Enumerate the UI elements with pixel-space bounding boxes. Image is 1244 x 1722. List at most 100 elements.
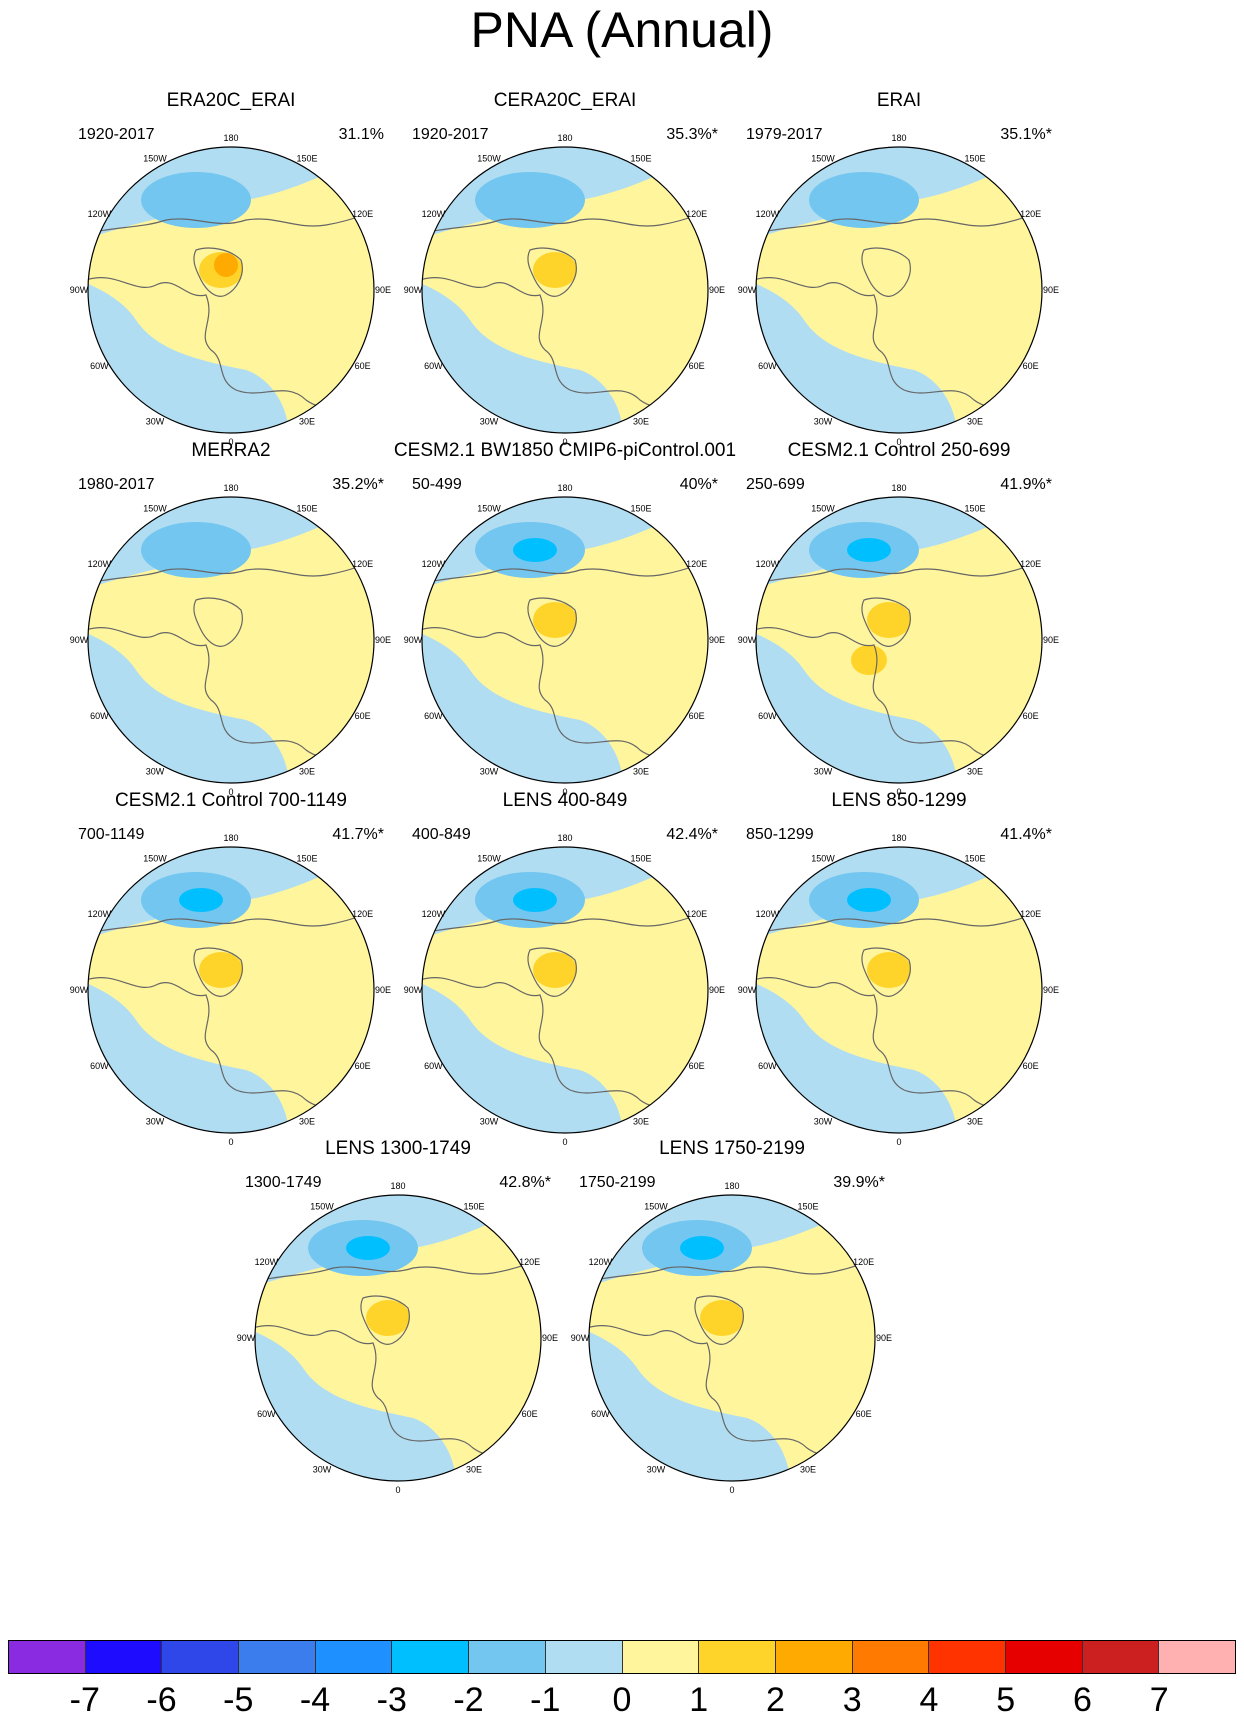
- longitude-label: 180: [557, 483, 572, 493]
- panel-years: 250-699: [746, 476, 805, 493]
- longitude-label: 90W: [70, 985, 89, 995]
- positive-anomaly-center: [199, 952, 243, 988]
- panel-explained-variance: 31.1%: [338, 126, 384, 143]
- longitude-label: 150W: [477, 153, 501, 163]
- coastline: [193, 947, 243, 997]
- longitude-label: 90E: [1043, 285, 1059, 295]
- colorbar-swatch: [775, 1641, 853, 1673]
- longitude-label: 150W: [644, 1201, 668, 1211]
- panel-years: 1750-2199: [579, 1174, 656, 1191]
- coastline: [88, 277, 374, 421]
- longitude-label: 30W: [480, 767, 499, 777]
- longitude-label: 150W: [477, 853, 501, 863]
- polar-stereographic-map: 180 150E 120E 90E 60E 30E 0 30W 60W 90W 120W 150W: [237, 1181, 558, 1495]
- longitude-label: 90E: [709, 635, 725, 645]
- negative-anomaly-core: [513, 538, 557, 562]
- panel-explained-variance: 35.3%*: [666, 126, 718, 143]
- longitude-label: 90E: [375, 635, 391, 645]
- positive-anomaly-center: [867, 952, 911, 988]
- positive-anomaly-center: [366, 1300, 410, 1336]
- panel-title: CESM2.1 BW1850 CMIP6-piControl.001: [393, 440, 737, 461]
- longitude-label: 30W: [647, 1465, 666, 1475]
- longitude-label: 90E: [709, 285, 725, 295]
- longitude-label: 60E: [355, 1061, 371, 1071]
- longitude-label: 120W: [88, 209, 112, 219]
- longitude-label: 0: [729, 1485, 734, 1495]
- panel-explained-variance: 41.9%*: [1000, 476, 1052, 493]
- longitude-label: 60E: [1023, 361, 1039, 371]
- polar-stereographic-map: 180 150E 120E 90E 60E 30E 0 30W 60W 90W 120W 150W: [404, 133, 725, 447]
- coastline: [694, 1295, 744, 1345]
- longitude-label: 90W: [70, 285, 89, 295]
- longitude-label: 30W: [480, 417, 499, 427]
- longitude-label: 120E: [1020, 559, 1041, 569]
- longitude-label: 150W: [811, 853, 835, 863]
- longitude-label: 90E: [375, 985, 391, 995]
- map-panel: CERA20C_ERAI 1920-2017 35.3%* 180 150E 120E 90…: [380, 90, 750, 450]
- longitude-label: 180: [891, 833, 906, 843]
- longitude-label: 30W: [146, 1117, 165, 1127]
- longitude-label: 180: [223, 483, 238, 493]
- longitude-label: 120E: [1020, 209, 1041, 219]
- longitude-label: 90E: [709, 985, 725, 995]
- colorbar: [8, 1640, 1236, 1674]
- panel-title: LENS 1300-1749: [325, 1138, 471, 1159]
- coastline: [88, 977, 374, 1121]
- longitude-label: 0: [228, 437, 233, 447]
- longitude-label: 0: [228, 787, 233, 797]
- map-panel: LENS 1300-1749 1300-1749 42.8%* 180 150E 120E…: [213, 1138, 583, 1498]
- coastline: [527, 597, 577, 647]
- polar-stereographic-map: 180 150E 120E 90E 60E 30E 0 30W 60W 90W 120W 150W: [738, 483, 1059, 797]
- negative-anomaly-center: [141, 172, 251, 228]
- longitude-label: 60E: [689, 1061, 705, 1071]
- map-border: [87, 846, 375, 1134]
- longitude-label: 30E: [299, 417, 315, 427]
- longitude-label: 120W: [422, 909, 446, 919]
- longitude-label: 120E: [686, 909, 707, 919]
- longitude-label: 120W: [756, 559, 780, 569]
- longitude-label: 90W: [237, 1333, 256, 1343]
- colorbar-swatch: [392, 1641, 470, 1673]
- longitude-label: 180: [557, 133, 572, 143]
- longitude-label: 30E: [967, 767, 983, 777]
- coastline: [527, 247, 577, 297]
- map-panel: MERRA2 1980-2017 35.2%* 180 150E 120E 90E 60E 30…: [46, 440, 416, 800]
- longitude-label: 30W: [313, 1465, 332, 1475]
- longitude-label: 150W: [310, 1201, 334, 1211]
- panel-years: 400-849: [412, 826, 471, 843]
- longitude-label: 120E: [352, 559, 373, 569]
- longitude-label: 90W: [404, 285, 423, 295]
- longitude-label: 90E: [542, 1333, 558, 1343]
- map-border: [421, 846, 709, 1134]
- coastline: [88, 549, 374, 591]
- longitude-label: 30W: [146, 417, 165, 427]
- colorbar-swatch: [622, 1641, 700, 1673]
- colorbar-tick-label: -5: [223, 1681, 254, 1719]
- longitude-label: 150W: [143, 153, 167, 163]
- colorbar-swatch: [162, 1641, 240, 1673]
- longitude-label: 150W: [477, 503, 501, 513]
- longitude-label: 120W: [88, 559, 112, 569]
- longitude-label: 180: [223, 833, 238, 843]
- longitude-label: 60E: [1023, 711, 1039, 721]
- colorbar-tick-label: 7: [1149, 1681, 1169, 1719]
- coastline: [422, 199, 708, 241]
- longitude-label: 0: [896, 1137, 901, 1147]
- longitude-label: 30W: [814, 417, 833, 427]
- coastline: [756, 627, 1042, 771]
- positive-anomaly-field: [422, 497, 708, 783]
- colorbar-tick-label: -1: [530, 1681, 561, 1719]
- panel-title: ERAI: [876, 90, 922, 111]
- longitude-label: 30W: [814, 767, 833, 777]
- coastline: [756, 277, 1042, 421]
- positive-anomaly-field: [756, 147, 1042, 433]
- panel-years: 1980-2017: [78, 476, 155, 493]
- polar-stereographic-map: 180 150E 120E 90E 60E 30E 0 30W 60W 90W 120W 150W: [571, 1181, 892, 1495]
- longitude-label: 0: [562, 1137, 567, 1147]
- panel-years: 850-1299: [746, 826, 814, 843]
- longitude-label: 120E: [1020, 909, 1041, 919]
- longitude-label: 30E: [633, 767, 649, 777]
- map-border: [421, 496, 709, 784]
- map-border: [588, 1194, 876, 1482]
- colorbar-swatch: [85, 1641, 163, 1673]
